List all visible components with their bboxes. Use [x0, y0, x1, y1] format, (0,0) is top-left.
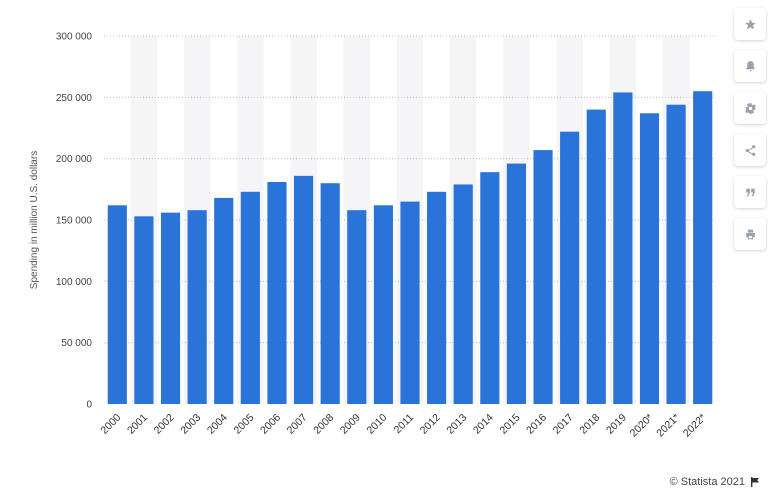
x-tick-label: 2015: [498, 412, 523, 437]
bar[interactable]: [453, 184, 473, 404]
x-tick-label: 2012: [418, 412, 443, 437]
bar[interactable]: [160, 212, 181, 404]
bar[interactable]: [639, 113, 660, 404]
bar-chart: 0 50 000 100 000 150 000 200 000 250 000 300 0…: [29, 32, 716, 440]
bar[interactable]: [506, 163, 527, 404]
bar[interactable]: [240, 191, 260, 404]
print-icon: [745, 229, 755, 239]
y-axis-ticks: 0 50 000 100 000 150 000 200 000 250 000 300 0…: [56, 32, 93, 411]
bell-icon: [745, 60, 755, 71]
chart-toolbar: [734, 8, 766, 260]
bar[interactable]: [293, 175, 314, 404]
quote-icon: [745, 188, 755, 196]
bar[interactable]: [373, 205, 393, 404]
bar[interactable]: [427, 191, 447, 404]
star-icon: [744, 18, 756, 29]
cite-button[interactable]: [734, 176, 766, 208]
y-tick-label: 150 000: [56, 216, 93, 227]
bar[interactable]: [214, 197, 234, 404]
x-tick-label: 2014: [471, 412, 496, 437]
y-tick-label: 0: [86, 400, 92, 411]
x-tick-label: 2017: [551, 412, 576, 437]
y-axis-label: Spending in million U.S. dollars: [29, 151, 40, 289]
x-tick-label: 2011: [392, 412, 417, 437]
x-tick-label: 2009: [338, 412, 363, 437]
x-tick-label: 2016: [524, 412, 549, 437]
y-tick-label: 100 000: [56, 277, 93, 288]
x-tick-label: 2003: [178, 412, 203, 437]
x-tick-label: 2006: [258, 412, 283, 437]
flag-icon[interactable]: [750, 477, 760, 487]
y-tick-label: 250 000: [56, 93, 93, 104]
y-tick-label: 50 000: [61, 338, 92, 349]
bar[interactable]: [400, 201, 420, 404]
x-axis-ticks: 2000 2001 2002 2003 2004 2005 2006 2007 2008 2009…: [98, 412, 708, 440]
credit-text[interactable]: © Statista 2021: [669, 476, 745, 488]
y-tick-label: 200 000: [56, 154, 93, 165]
footer-credit: © Statista 2021: [670, 476, 760, 488]
x-tick-label: 2019: [604, 412, 629, 437]
x-tick-label: 2013: [444, 412, 469, 437]
bar[interactable]: [666, 104, 686, 405]
x-tick-label: 2010: [365, 412, 390, 437]
bar[interactable]: [586, 109, 606, 404]
bar[interactable]: [187, 210, 207, 404]
bar[interactable]: [533, 150, 553, 404]
x-tick-label: 2002: [152, 412, 177, 437]
bar[interactable]: [134, 216, 154, 404]
bar[interactable]: [107, 205, 127, 404]
x-tick-label: 2021*: [654, 412, 682, 440]
bar[interactable]: [693, 91, 713, 404]
bar[interactable]: [267, 181, 287, 404]
share-icon: [745, 144, 755, 156]
x-tick-label: 2022*: [681, 412, 709, 440]
bar[interactable]: [347, 210, 367, 404]
bars: [107, 91, 713, 405]
bar[interactable]: [613, 92, 633, 404]
x-tick-label: 2000: [98, 412, 123, 437]
share-button[interactable]: [734, 134, 766, 166]
gear-icon: [744, 102, 756, 114]
x-tick-label: 2008: [311, 412, 336, 437]
settings-button[interactable]: [734, 92, 766, 124]
bar[interactable]: [480, 172, 500, 404]
bar[interactable]: [320, 183, 340, 404]
bar[interactable]: [560, 131, 580, 404]
x-tick-label: 2007: [285, 412, 310, 437]
print-button[interactable]: [734, 218, 766, 250]
notification-button[interactable]: [734, 50, 766, 82]
x-tick-label: 2020*: [628, 412, 656, 440]
x-tick-label: 2005: [231, 412, 256, 437]
favorite-button[interactable]: [734, 8, 766, 40]
x-tick-label: 2018: [577, 412, 602, 437]
x-tick-label: 2004: [205, 412, 230, 437]
x-tick-label: 2001: [125, 412, 150, 437]
y-tick-label: 300 000: [56, 32, 93, 43]
